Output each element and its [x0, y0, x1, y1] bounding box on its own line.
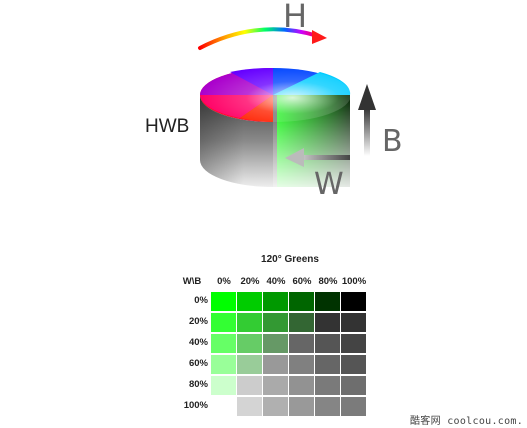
color-swatch [237, 397, 262, 416]
color-swatch [237, 313, 262, 332]
color-swatch [341, 334, 366, 353]
table-corner-label: W\B [174, 276, 210, 287]
color-swatch [289, 355, 314, 374]
color-swatch [263, 292, 288, 311]
color-swatch [211, 334, 236, 353]
table-title: 120° Greens [230, 254, 350, 265]
row-header: 0% [172, 295, 208, 306]
hue-arrow [200, 29, 327, 48]
color-swatch [315, 355, 340, 374]
column-header: 100% [341, 276, 367, 287]
color-swatch [289, 313, 314, 332]
color-swatch [263, 397, 288, 416]
color-swatch [289, 376, 314, 395]
color-swatch [341, 313, 366, 332]
color-swatch [315, 334, 340, 353]
color-swatch [237, 292, 262, 311]
black-label: B [382, 124, 403, 159]
color-swatch [211, 355, 236, 374]
color-swatch [315, 292, 340, 311]
color-swatch [315, 376, 340, 395]
row-header: 60% [172, 358, 208, 369]
color-swatch [289, 397, 314, 416]
column-header: 80% [315, 276, 341, 287]
column-header: 20% [237, 276, 263, 287]
color-swatch [237, 355, 262, 374]
color-swatch [341, 355, 366, 374]
color-swatch [263, 313, 288, 332]
color-swatch [289, 292, 314, 311]
row-header: 100% [172, 400, 208, 411]
color-swatch [237, 376, 262, 395]
color-swatch [211, 313, 236, 332]
column-header: 0% [211, 276, 237, 287]
watermark: 酷客网 coolcou.com. [410, 412, 523, 427]
hwb-label: HWB [145, 116, 189, 137]
color-swatch [315, 397, 340, 416]
color-swatch [263, 355, 288, 374]
column-header: 60% [289, 276, 315, 287]
color-swatch [211, 376, 236, 395]
color-swatch [341, 397, 366, 416]
color-swatch [237, 334, 262, 353]
color-swatch [211, 292, 236, 311]
black-arrow [358, 84, 376, 156]
color-swatch [341, 376, 366, 395]
color-swatch [315, 313, 340, 332]
row-header: 40% [172, 337, 208, 348]
color-swatch [263, 376, 288, 395]
color-swatch [289, 334, 314, 353]
column-header: 40% [263, 276, 289, 287]
color-swatch [263, 334, 288, 353]
hue-label: H [283, 0, 307, 35]
row-header: 80% [172, 379, 208, 390]
row-header: 20% [172, 316, 208, 327]
white-label: W [314, 167, 344, 202]
color-swatch [341, 292, 366, 311]
hwb-cylinder-diagram: H B W HWB [0, 0, 527, 240]
